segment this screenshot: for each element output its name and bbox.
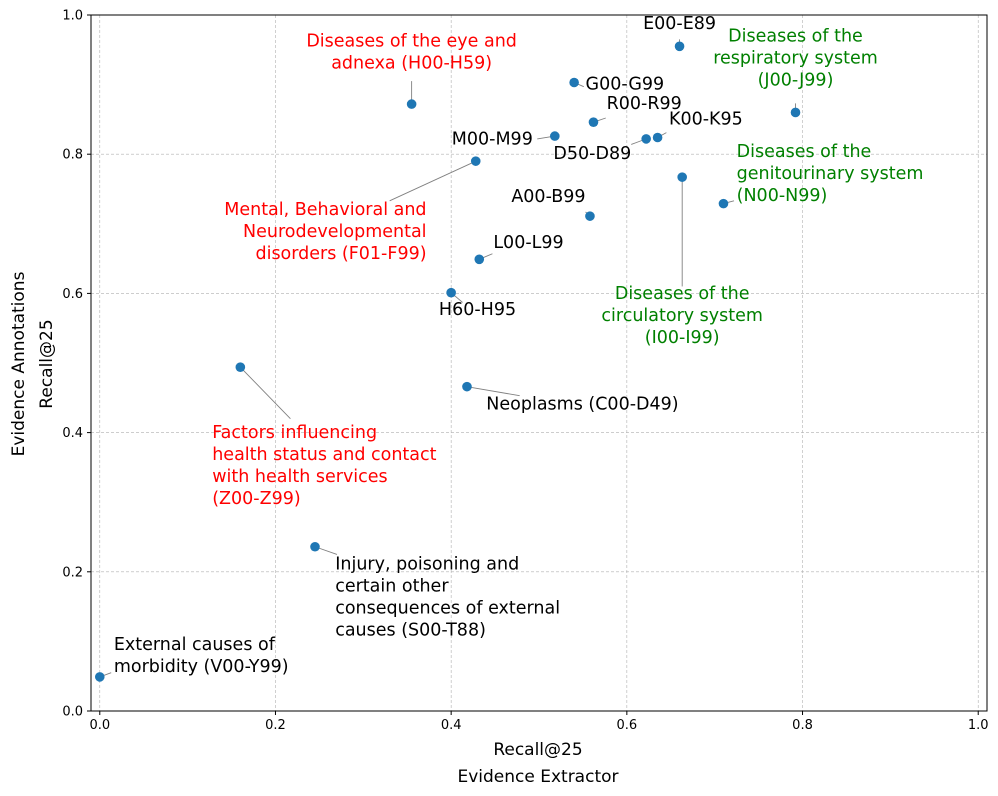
y-tick-label: 1.0 (62, 9, 83, 24)
scatter-point (235, 362, 246, 372)
point-annotation-label: Diseases of the eye and adnexa (H00-H59) (306, 31, 517, 73)
scatter-point (550, 131, 560, 141)
point-annotation-label: E00-E89 (643, 14, 716, 34)
point-annotation-label: D50-D89 (553, 144, 631, 164)
point-annotation-label: Neoplasms (C00-D49) (486, 395, 678, 415)
tick-layer: 0.0 0.2 0.4 0.6 0.8 1.0 0.0 0.2 0.4 0.6 0.8 1.0 (62, 9, 988, 734)
point-annotation-label: Factors influencing health status and con… (212, 423, 436, 509)
plot-frame (90, 14, 988, 712)
point-annotation-label: Injury, poisoning and certain other conseq… (335, 555, 560, 641)
point-annotation-label: Mental, Behavioral and Neurodevelopmental… (224, 200, 426, 264)
point-layer (94, 41, 801, 682)
scatter-point (652, 132, 663, 143)
point-annotation-label: L00-L99 (493, 233, 563, 253)
scatter-point (474, 254, 485, 265)
y-tick-label: 0.4 (62, 426, 83, 441)
point-annotation-label: A00-B99 (511, 187, 585, 207)
point-annotation-label: External causes of morbidity (V00-Y99) (114, 635, 289, 677)
scatter-point (470, 156, 481, 166)
scatter-point (588, 117, 599, 127)
scatter-point (641, 134, 651, 144)
x-axis-outer-label: Evidence Extractor (457, 767, 618, 787)
x-tick-label: 0.2 (265, 718, 286, 733)
scatter-point (310, 541, 320, 552)
point-annotation-label: M00-M99 (452, 129, 533, 149)
x-axis-label: Recall@25 (493, 740, 582, 760)
scatter-point (406, 99, 417, 109)
annotation-leader-line (389, 160, 476, 202)
scatter-point (94, 672, 105, 682)
x-tick-label: 0.8 (792, 718, 813, 733)
scatter-point (569, 77, 579, 88)
label-layer: E00-E89 Diseases of the eye and adnexa (H0… (114, 14, 924, 677)
annotation-leader-line (466, 386, 520, 397)
point-annotation-label: Diseases of the respiratory system (J00-J9… (713, 26, 878, 90)
y-axis-label: Recall@25 (37, 319, 57, 408)
scatter-point (446, 287, 456, 298)
point-annotation-label: H60-H95 (439, 300, 516, 320)
x-tick-label: 1.0 (968, 718, 989, 733)
annotation-leader-line (240, 366, 291, 419)
x-tick-label: 0.0 (89, 718, 110, 733)
y-tick-label: 0.6 (62, 287, 83, 302)
x-tick-label: 0.4 (441, 718, 462, 733)
point-annotation-label: R00-R99 (607, 94, 682, 114)
point-annotation-label: K00-K95 (669, 109, 743, 129)
point-annotation-label: G00-G99 (586, 74, 665, 94)
point-annotation-label: Diseases of the genitourinary system (N00-… (737, 142, 924, 206)
scatter-point (462, 381, 472, 392)
y-tick-label: 0.2 (62, 565, 83, 580)
y-axis-outer-label: Evidence Annotations (9, 271, 29, 456)
x-tick-label: 0.6 (616, 718, 637, 733)
scatter-point (718, 198, 729, 209)
scatter-point (674, 41, 685, 52)
scatter-point (585, 211, 595, 221)
scatter-point (677, 172, 687, 182)
point-annotation-label: Diseases of the circulatory system (I00-I9… (601, 284, 763, 348)
scatter-point (790, 107, 801, 118)
y-tick-label: 0.8 (62, 148, 83, 163)
y-tick-label: 0.0 (62, 705, 83, 720)
